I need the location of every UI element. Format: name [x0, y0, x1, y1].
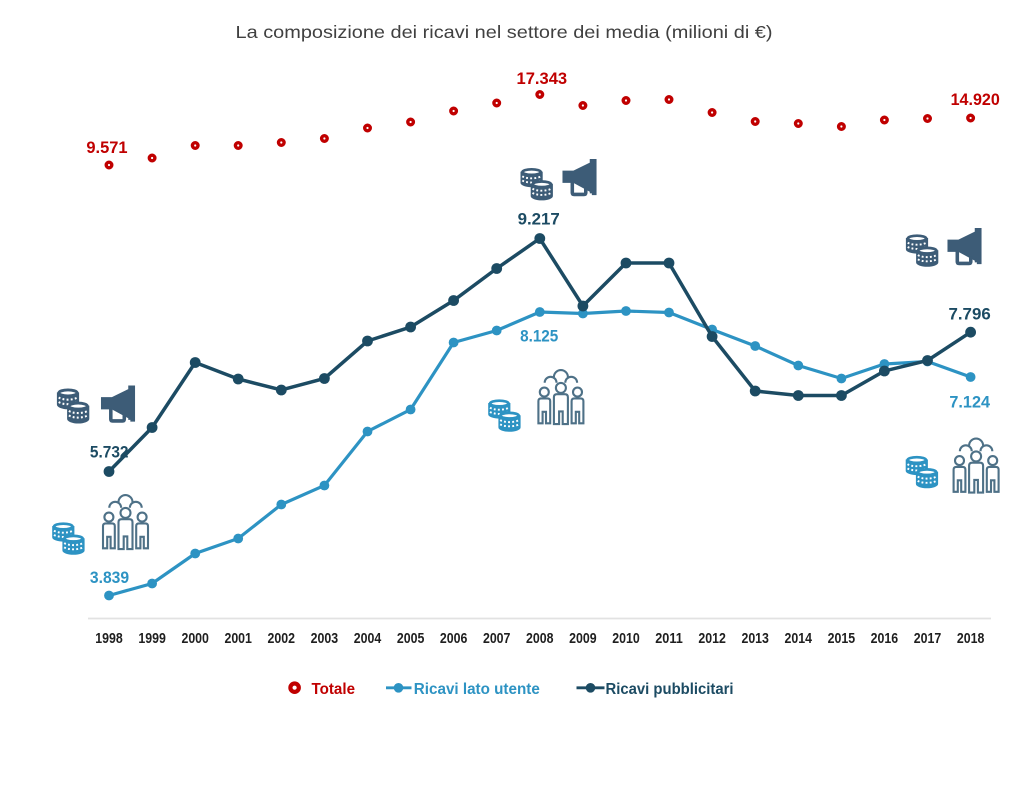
svg-text:2006: 2006: [440, 630, 468, 647]
svg-text:2008: 2008: [526, 630, 554, 647]
svg-text:5.732: 5.732: [90, 443, 129, 462]
svg-text:2005: 2005: [397, 630, 425, 647]
svg-text:14.920: 14.920: [951, 90, 1000, 109]
svg-text:9.217: 9.217: [518, 209, 560, 228]
svg-text:La composizione dei ricavi nel: La composizione dei ricavi nel settore d…: [236, 22, 773, 42]
svg-text:2017: 2017: [914, 630, 942, 647]
svg-text:2016: 2016: [871, 630, 899, 647]
svg-text:1999: 1999: [138, 630, 166, 647]
svg-text:1998: 1998: [95, 630, 123, 647]
svg-text:8.125: 8.125: [520, 327, 558, 346]
svg-text:17.343: 17.343: [517, 69, 568, 88]
svg-text:Ricavi pubblicitari: Ricavi pubblicitari: [606, 681, 734, 698]
svg-text:2015: 2015: [828, 630, 856, 647]
svg-text:2002: 2002: [268, 630, 296, 647]
svg-text:7.124: 7.124: [949, 393, 990, 412]
svg-text:Totale: Totale: [312, 681, 356, 698]
svg-text:7.796: 7.796: [949, 304, 991, 323]
svg-text:2007: 2007: [483, 630, 511, 647]
svg-text:2004: 2004: [354, 630, 382, 647]
svg-text:2001: 2001: [224, 630, 252, 647]
svg-text:9.571: 9.571: [86, 138, 127, 157]
svg-text:2012: 2012: [698, 630, 726, 647]
svg-text:2010: 2010: [612, 630, 640, 647]
svg-text:2018: 2018: [957, 630, 985, 647]
svg-text:2011: 2011: [655, 630, 683, 647]
svg-text:2009: 2009: [569, 630, 597, 647]
svg-text:3.839: 3.839: [90, 568, 129, 587]
svg-text:2000: 2000: [181, 630, 209, 647]
svg-text:Ricavi lato utente: Ricavi lato utente: [414, 681, 540, 698]
svg-text:2014: 2014: [785, 630, 813, 647]
svg-text:2003: 2003: [311, 630, 339, 647]
svg-text:2013: 2013: [741, 630, 769, 647]
